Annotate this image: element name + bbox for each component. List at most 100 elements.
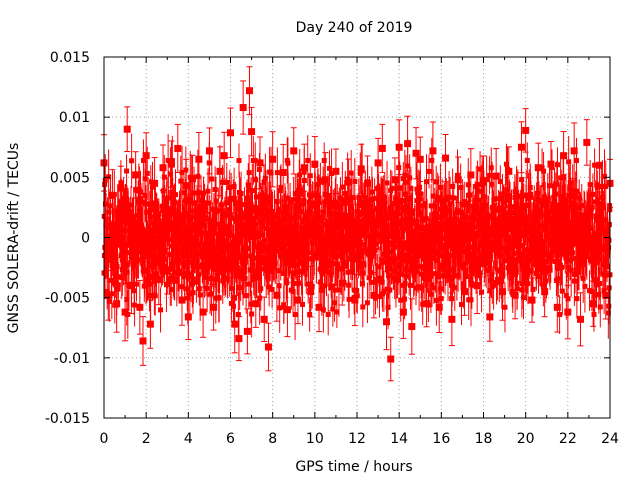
data-point bbox=[524, 223, 530, 229]
data-point bbox=[477, 166, 483, 172]
data-point bbox=[248, 301, 254, 307]
data-point bbox=[459, 245, 465, 251]
data-point bbox=[132, 302, 138, 308]
data-point bbox=[442, 272, 448, 278]
data-point bbox=[106, 244, 112, 250]
data-point bbox=[489, 272, 495, 278]
data-point bbox=[144, 170, 150, 176]
data-point bbox=[504, 187, 510, 193]
data-point bbox=[181, 189, 187, 195]
data-point bbox=[337, 195, 343, 201]
data-point bbox=[266, 284, 272, 290]
data-point bbox=[450, 267, 456, 273]
data-point bbox=[129, 158, 135, 164]
data-point bbox=[236, 157, 242, 163]
data-point bbox=[281, 304, 287, 310]
data-point bbox=[506, 197, 512, 203]
data-point bbox=[513, 200, 519, 206]
data-point bbox=[460, 233, 466, 239]
data-point bbox=[174, 144, 182, 152]
data-point bbox=[321, 157, 327, 163]
data-point bbox=[539, 165, 545, 171]
data-point bbox=[161, 219, 167, 225]
data-point bbox=[277, 305, 283, 311]
data-point bbox=[572, 272, 578, 278]
data-point bbox=[375, 186, 381, 192]
data-point bbox=[347, 197, 353, 203]
data-point bbox=[261, 255, 267, 261]
data-point bbox=[165, 157, 171, 163]
data-point bbox=[513, 267, 519, 273]
data-point bbox=[576, 269, 582, 275]
data-point bbox=[201, 208, 207, 214]
data-point bbox=[290, 233, 296, 239]
data-point bbox=[144, 236, 150, 242]
data-point bbox=[499, 196, 505, 202]
data-point bbox=[515, 194, 521, 200]
data-point bbox=[258, 255, 264, 261]
data-point bbox=[392, 235, 398, 241]
data-point bbox=[601, 288, 607, 294]
data-point bbox=[395, 205, 401, 211]
data-point bbox=[128, 234, 134, 240]
data-point bbox=[547, 267, 553, 273]
data-point bbox=[143, 201, 149, 207]
data-point bbox=[426, 237, 432, 243]
data-point bbox=[539, 223, 545, 229]
data-point bbox=[102, 181, 108, 187]
data-point bbox=[249, 208, 255, 214]
data-point bbox=[179, 271, 185, 277]
data-point bbox=[277, 188, 283, 194]
data-point bbox=[212, 260, 218, 266]
data-point bbox=[241, 202, 247, 208]
data-point bbox=[525, 230, 531, 236]
data-point bbox=[359, 232, 365, 238]
data-point bbox=[574, 296, 580, 302]
data-point bbox=[334, 309, 340, 315]
data-point bbox=[479, 289, 485, 295]
data-point bbox=[325, 196, 331, 202]
data-point bbox=[502, 249, 508, 255]
data-point bbox=[482, 202, 488, 208]
data-point bbox=[398, 297, 404, 303]
data-point bbox=[228, 233, 234, 239]
data-point bbox=[366, 275, 372, 281]
data-point bbox=[469, 282, 475, 288]
data-point bbox=[210, 303, 218, 311]
data-point bbox=[348, 170, 354, 176]
data-point bbox=[508, 209, 514, 215]
data-point bbox=[214, 277, 220, 283]
data-point bbox=[283, 211, 289, 217]
data-point bbox=[167, 160, 175, 168]
data-point bbox=[465, 236, 471, 242]
data-point bbox=[423, 179, 429, 185]
data-point bbox=[423, 275, 429, 281]
data-point bbox=[447, 201, 453, 207]
data-point bbox=[414, 186, 420, 192]
data-point bbox=[297, 260, 303, 266]
data-point bbox=[136, 249, 142, 255]
data-point bbox=[505, 265, 511, 271]
data-point bbox=[170, 191, 176, 197]
data-point bbox=[269, 264, 275, 270]
data-point bbox=[488, 165, 494, 171]
data-point bbox=[243, 327, 251, 335]
data-point bbox=[124, 297, 130, 303]
data-point bbox=[386, 273, 392, 279]
data-point bbox=[457, 255, 463, 261]
data-point bbox=[219, 217, 225, 223]
data-point bbox=[358, 263, 364, 269]
data-point bbox=[360, 304, 366, 310]
data-point bbox=[170, 261, 176, 267]
data-point bbox=[473, 198, 479, 204]
data-point bbox=[168, 207, 174, 213]
data-point bbox=[497, 179, 503, 185]
data-point bbox=[246, 170, 252, 176]
data-point bbox=[326, 223, 332, 229]
data-point bbox=[437, 264, 443, 270]
data-point bbox=[178, 178, 184, 184]
data-point bbox=[185, 295, 191, 301]
data-point bbox=[488, 277, 494, 283]
data-point bbox=[437, 236, 443, 242]
data-point bbox=[199, 308, 207, 316]
